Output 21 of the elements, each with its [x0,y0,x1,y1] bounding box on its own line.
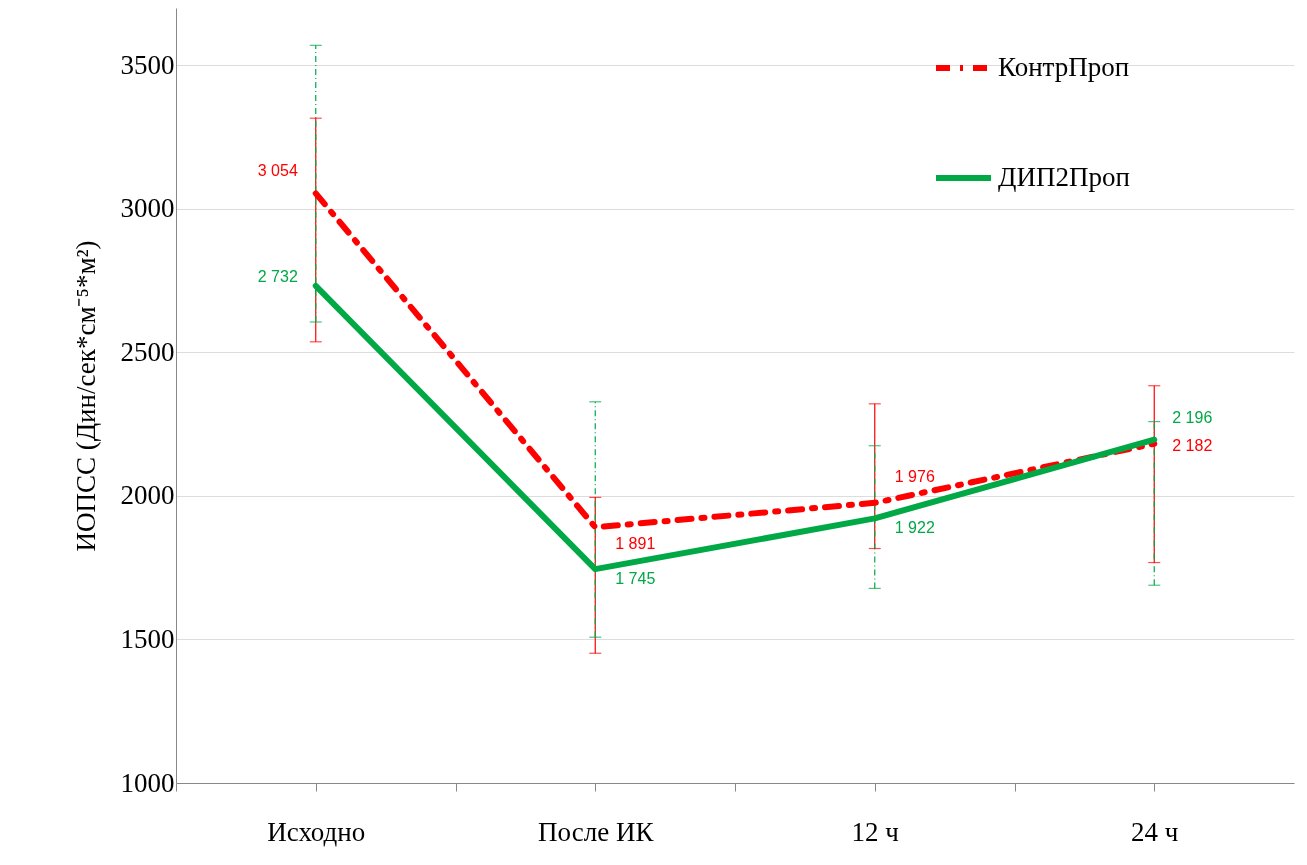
data-label: 1 976 [894,467,935,485]
data-label: 3 054 [257,162,298,180]
y-tick-label: 3000 [120,193,175,224]
x-tick-label: 24 ч [1131,816,1179,847]
data-label: 2 196 [1172,408,1213,426]
y-tick-label: 2500 [120,336,175,367]
data-label: 2 182 [1172,436,1213,454]
x-tick-label: 12 ч [851,816,899,847]
x-tick-label: Исходно [267,816,366,847]
x-tick-label: После ИК [538,816,655,847]
data-label: 1 891 [615,535,656,553]
data-label: 1 745 [615,570,656,588]
y-tick-label: 1000 [120,767,175,798]
y-tick-label: 3500 [120,49,175,80]
data-label: 2 732 [257,267,298,285]
y-tick-label: 1500 [120,623,175,654]
y-axis-title: ИОПСС (Дин/сек*см⁻⁵*м²) [70,240,101,552]
data-label: 1 922 [894,519,935,537]
y-tick-label: 2000 [120,480,175,511]
legend-label: КонтрПроп [998,52,1130,82]
legend-label: ДИП2Проп [998,162,1130,192]
